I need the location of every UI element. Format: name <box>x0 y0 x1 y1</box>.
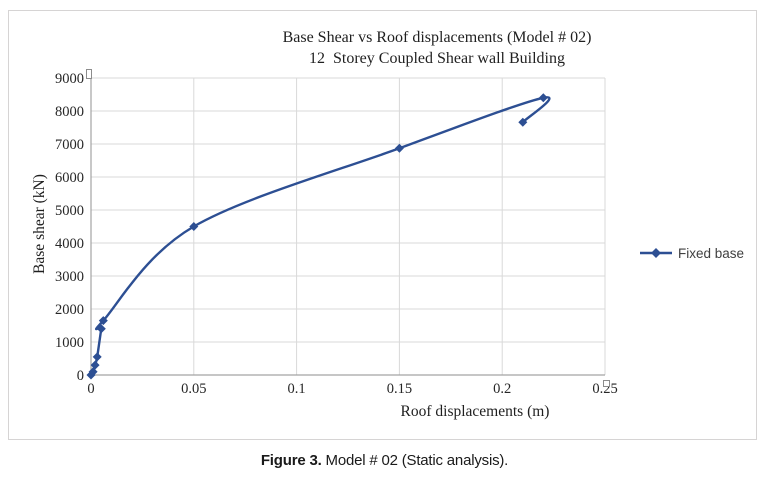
chart-object[interactable]: 0 1000 2000 3000 4000 5000 6000 7000 8000 9000 0 0.… <box>8 10 757 440</box>
chart-title-line2: 12 Storey Coupled Shear wall Building <box>309 50 565 67</box>
y-tick-label: 6000 <box>55 170 84 186</box>
data-point-marker <box>88 367 98 377</box>
x-tick-label: 0.1 <box>288 381 306 397</box>
x-tick-label: 0 <box>87 381 94 397</box>
data-point-marker <box>394 143 404 153</box>
series-line <box>89 96 551 377</box>
chart-plot-svg: 0 1000 2000 3000 4000 5000 6000 7000 8000 9000 0 0.… <box>55 71 618 397</box>
y-axis-title: Base shear (kN) <box>31 174 48 274</box>
chart-title-line1: Base Shear vs Roof displacements (Model … <box>282 29 592 46</box>
data-point-marker <box>189 222 199 231</box>
data-point-marker <box>518 117 528 127</box>
data-point-marker <box>96 324 106 334</box>
y-tick-label: 1000 <box>55 335 84 351</box>
y-tick-label: 8000 <box>55 104 84 120</box>
selection-handle-top[interactable] <box>86 69 92 79</box>
legend-series-marker-icon <box>640 248 672 258</box>
y-tick-label: 2000 <box>55 302 84 318</box>
y-tick-label: 9000 <box>55 71 84 87</box>
x-axis-title: Roof displacements (m) <box>400 403 550 420</box>
data-point-marker <box>98 316 108 326</box>
x-tick-label: 0.25 <box>592 381 617 397</box>
x-tick-label: 0.05 <box>181 381 206 397</box>
x-tick-label: 0.15 <box>387 381 412 397</box>
y-tick-label: 3000 <box>55 269 84 285</box>
legend-label: Fixed base <box>678 245 745 261</box>
selection-handle-bottom-right[interactable] <box>603 380 610 387</box>
y-tick-label: 4000 <box>55 236 84 252</box>
chart-title: Base Shear vs Roof displacements (Model … <box>137 27 737 69</box>
figure-caption: Figure 3. Model # 02 (Static analysis). <box>0 452 769 469</box>
x-tick-label: 0.2 <box>493 381 511 397</box>
data-point-marker <box>90 360 100 370</box>
data-point-marker <box>538 93 548 103</box>
figure-caption-text: Model # 02 (Static analysis). <box>321 452 509 469</box>
data-point-marker <box>92 352 102 362</box>
y-tick-label: 5000 <box>55 203 84 219</box>
y-tick-label: 0 <box>77 368 84 384</box>
legend: Fixed base <box>639 245 744 261</box>
figure-caption-label: Figure 3. <box>260 452 322 469</box>
y-tick-label: 7000 <box>55 137 84 153</box>
